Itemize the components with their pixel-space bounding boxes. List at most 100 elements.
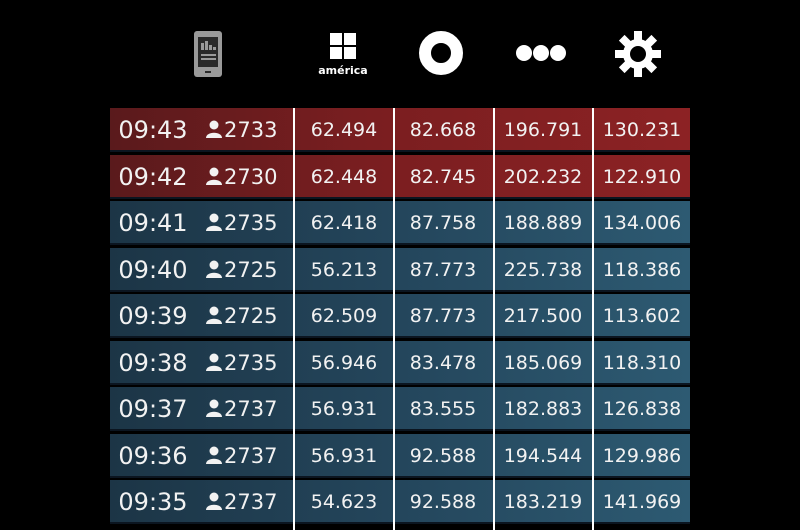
top-toolbar: américa	[0, 0, 800, 108]
users-cell: 2737	[206, 480, 286, 524]
value-cell: 118.310	[602, 351, 682, 374]
column-divider	[493, 108, 495, 530]
value-cell: 183.219	[503, 491, 583, 513]
table-row[interactable]: 09:39 2725 62.509 87.773 217.500 113.602	[110, 294, 690, 338]
user-count: 2730	[224, 164, 278, 189]
phone-icon[interactable]	[193, 30, 223, 78]
value-cell: 83.478	[409, 351, 477, 374]
user-count: 2737	[224, 490, 278, 514]
user-count: 2735	[224, 211, 278, 235]
value-cell: 56.931	[310, 444, 378, 467]
user-icon	[206, 435, 222, 464]
value-cell: 92.588	[409, 444, 477, 467]
value-cell: 87.758	[409, 212, 477, 234]
value-cell: 82.745	[409, 165, 477, 188]
table-row[interactable]: 09:37 2737 56.931 83.555 182.883 126.838	[110, 387, 690, 431]
value-cell: 87.773	[409, 258, 477, 281]
users-cell: 2735	[206, 201, 286, 245]
users-cell: 2735	[206, 341, 286, 385]
value-cell: 185.069	[503, 351, 583, 374]
value-cell: 122.910	[602, 165, 682, 188]
value-cell: 188.889	[503, 212, 583, 234]
user-icon	[206, 295, 222, 324]
users-cell: 2733	[206, 108, 286, 152]
value-cell: 87.773	[409, 305, 477, 327]
gear-icon[interactable]	[614, 30, 662, 78]
value-cell: 217.500	[503, 305, 583, 327]
users-cell: 2725	[206, 294, 286, 338]
value-cell: 141.969	[602, 491, 682, 513]
table-row[interactable]: 09:40 2725 56.213 87.773 225.738 118.386	[110, 247, 690, 292]
value-cell: 113.602	[602, 305, 682, 327]
row-separator	[110, 289, 690, 292]
value-cell: 194.544	[503, 444, 583, 467]
value-cell: 56.946	[310, 351, 378, 374]
table-row[interactable]: 09:35 2737 54.623 92.588 183.219 141.969	[110, 480, 690, 524]
value-cell: 182.883	[503, 398, 583, 420]
time-cell: 09:41	[118, 209, 188, 237]
value-cell: 62.494	[310, 119, 378, 141]
user-count: 2725	[224, 304, 278, 328]
user-count: 2737	[224, 397, 278, 421]
value-cell: 82.668	[409, 119, 477, 141]
row-separator	[110, 243, 690, 245]
users-cell: 2737	[206, 434, 286, 478]
time-cell: 09:40	[118, 255, 188, 284]
time-cell: 09:37	[118, 395, 188, 423]
table-row[interactable]: 09:43 2733 62.494 82.668 196.791 130.231	[110, 108, 690, 152]
row-separator	[110, 336, 690, 338]
row-separator	[110, 522, 690, 524]
value-cell: 202.232	[503, 165, 583, 188]
america-icon[interactable]: américa	[318, 32, 368, 78]
more-dots-icon[interactable]	[515, 42, 567, 64]
user-count: 2725	[224, 257, 278, 282]
user-icon	[206, 249, 222, 278]
users-cell: 2725	[206, 248, 286, 292]
column-divider	[293, 108, 295, 530]
value-cell: 196.791	[503, 119, 583, 141]
time-cell: 09:42	[118, 162, 188, 191]
data-table: 09:43 2733 62.494 82.668 196.791 130.231 09:42…	[110, 108, 690, 530]
user-icon	[206, 388, 222, 417]
user-count: 2733	[224, 118, 278, 142]
table-row[interactable]: 09:41 2735 62.418 87.758 188.889 134.006	[110, 201, 690, 245]
column-divider	[393, 108, 395, 530]
row-separator	[110, 382, 690, 385]
users-cell: 2737	[206, 387, 286, 431]
value-cell: 134.006	[602, 212, 682, 234]
time-cell: 09:38	[118, 348, 188, 377]
value-cell: 126.838	[602, 398, 682, 420]
value-cell: 62.418	[310, 212, 378, 234]
row-separator	[110, 429, 690, 431]
value-cell: 129.986	[602, 444, 682, 467]
user-icon	[206, 481, 222, 510]
row-separator	[110, 196, 690, 199]
row-separator	[110, 150, 690, 152]
user-count: 2735	[224, 350, 278, 375]
value-cell: 225.738	[503, 258, 583, 281]
time-cell: 09:43	[118, 116, 188, 144]
user-icon	[206, 342, 222, 371]
value-cell: 118.386	[602, 258, 682, 281]
value-cell: 62.509	[310, 305, 378, 327]
user-icon	[206, 109, 222, 138]
row-separator	[110, 475, 690, 478]
value-cell: 56.213	[310, 258, 378, 281]
time-cell: 09:39	[118, 302, 188, 330]
user-count: 2737	[224, 443, 278, 468]
value-cell: 54.623	[310, 491, 378, 513]
users-cell: 2730	[206, 155, 286, 199]
table-row[interactable]: 09:36 2737 56.931 92.588 194.544 129.986	[110, 433, 690, 478]
value-cell: 62.448	[310, 165, 378, 188]
time-cell: 09:36	[118, 441, 188, 470]
ring-icon[interactable]	[418, 30, 464, 76]
time-cell: 09:35	[118, 488, 188, 516]
table-row[interactable]: 09:42 2730 62.448 82.745 202.232 122.910	[110, 154, 690, 199]
value-cell: 83.555	[409, 398, 477, 420]
value-cell: 56.931	[310, 398, 378, 420]
value-cell: 130.231	[602, 119, 682, 141]
user-icon	[206, 156, 222, 185]
table-row[interactable]: 09:38 2735 56.946 83.478 185.069 118.310	[110, 340, 690, 385]
column-divider	[592, 108, 594, 530]
value-cell: 92.588	[409, 491, 477, 513]
